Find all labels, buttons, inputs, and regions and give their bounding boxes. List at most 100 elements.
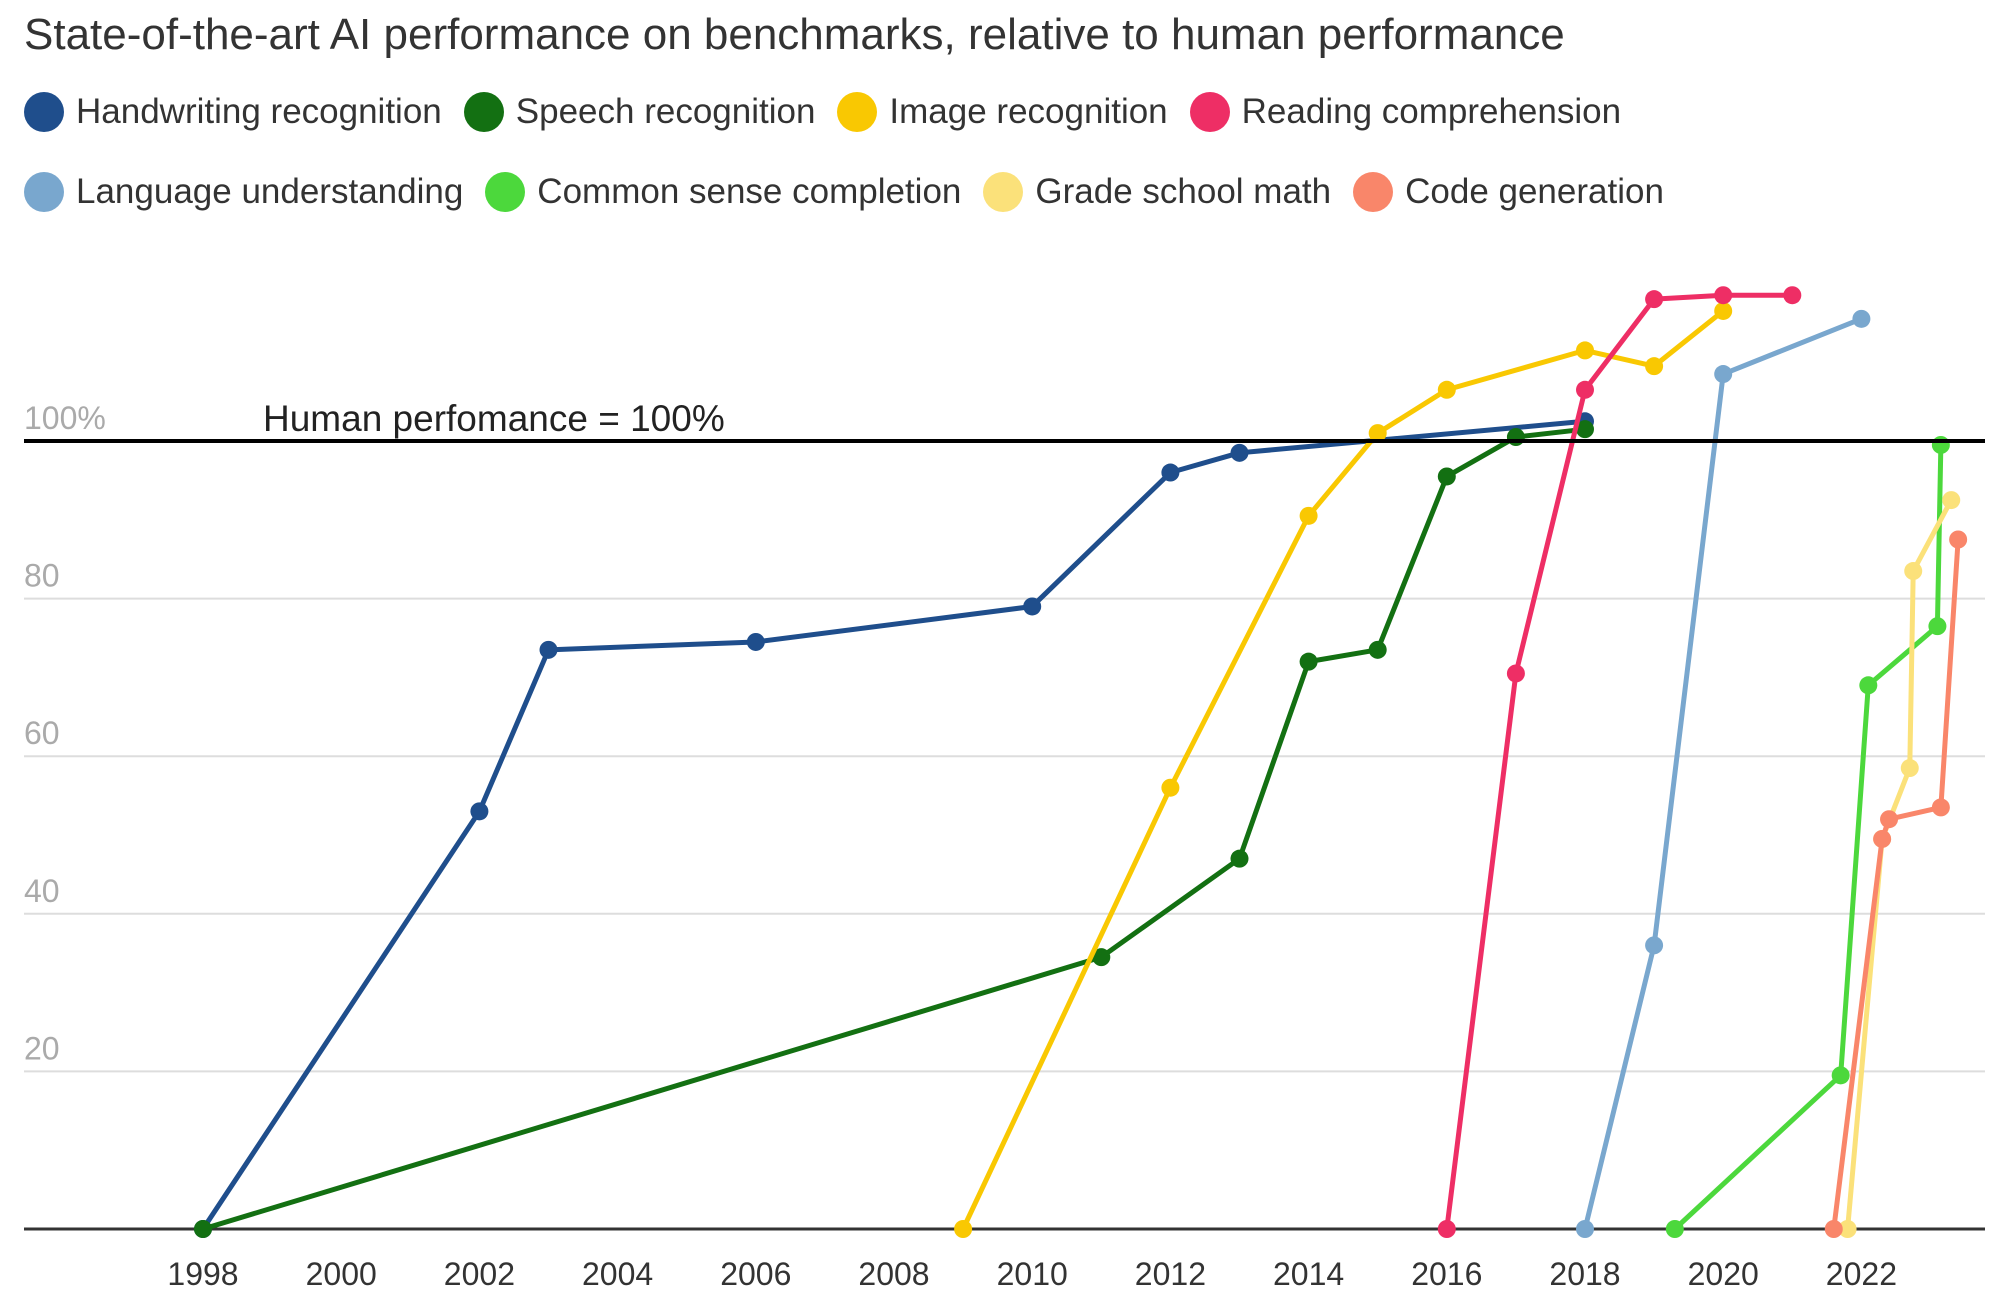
legend-swatch <box>24 172 64 212</box>
data-point <box>1368 424 1387 443</box>
data-point <box>1230 443 1249 462</box>
series-line <box>200 418 1588 1232</box>
legend-swatch <box>24 92 64 132</box>
series-language-understanding <box>1576 309 1871 1238</box>
data-point <box>1942 491 1961 510</box>
legend-item-reading-comprehension[interactable]: Reading comprehension <box>1189 92 1622 132</box>
legend-item-language-understanding[interactable]: Language understanding <box>24 172 463 212</box>
data-point <box>1645 290 1664 309</box>
data-point <box>1928 617 1947 636</box>
data-point <box>1900 759 1919 778</box>
legend-item-code-generation[interactable]: Code generation <box>1353 172 1664 212</box>
data-point <box>1949 530 1968 549</box>
series-line <box>1444 292 1795 1232</box>
x-tick-label: 2006 <box>720 1256 791 1292</box>
data-point <box>954 1220 973 1238</box>
legend-label: Speech recognition <box>515 92 816 131</box>
data-point <box>194 1220 212 1238</box>
data-point <box>1299 652 1318 671</box>
legend-label: Handwriting recognition <box>76 92 442 131</box>
series-image-recognition <box>954 301 1733 1238</box>
data-point <box>1161 778 1180 797</box>
legend-row-1: Handwriting recognition Speech recogniti… <box>24 92 1643 132</box>
data-point <box>1576 420 1594 439</box>
legend-swatch <box>1353 172 1394 212</box>
legend-label: Code generation <box>1405 172 1664 211</box>
series-code-generation <box>1824 530 1968 1238</box>
data-point <box>1023 597 1042 616</box>
y-tick-label: 60 <box>24 715 60 751</box>
data-point <box>1714 286 1733 305</box>
series-line <box>1672 442 1944 1232</box>
data-point <box>1852 309 1871 328</box>
x-tick-label: 2020 <box>1688 1256 1759 1292</box>
data-point <box>1299 506 1318 525</box>
data-point <box>1873 829 1892 848</box>
legend-item-speech-recognition[interactable]: Speech recognition <box>463 92 816 132</box>
legend-label: Language understanding <box>76 172 464 211</box>
x-tick-label: 2002 <box>444 1256 515 1292</box>
x-tick-label: 2000 <box>306 1256 377 1292</box>
series-speech-recognition <box>194 420 1594 1238</box>
data-point <box>1161 463 1180 482</box>
x-tick-label: 2012 <box>1135 1256 1206 1292</box>
legend-label: Image recognition <box>889 92 1168 131</box>
x-tick-label: 2008 <box>858 1256 929 1292</box>
data-point <box>470 802 489 821</box>
legend-swatch <box>463 92 504 132</box>
x-tick-label: 2016 <box>1411 1256 1482 1292</box>
data-point <box>1576 380 1594 399</box>
data-point <box>1931 435 1950 454</box>
data-point <box>1092 948 1111 967</box>
x-tick-label: 2022 <box>1826 1256 1897 1292</box>
data-point <box>1824 1220 1843 1238</box>
legend-label: Common sense completion <box>537 172 962 211</box>
data-point <box>1714 301 1733 320</box>
legend-row-2: Language understanding Common sense comp… <box>24 172 1686 212</box>
data-point <box>1904 562 1923 581</box>
series-reading-comprehension <box>1437 286 1802 1238</box>
x-tick-label: 2004 <box>582 1256 653 1292</box>
data-point <box>1880 810 1899 829</box>
human-performance-label: Human perfomance = 100% <box>263 398 725 439</box>
data-point <box>1838 1220 1857 1238</box>
data-point <box>1437 380 1456 399</box>
x-tick-label: 1998 <box>167 1256 238 1292</box>
y-tick-label: 40 <box>24 873 60 909</box>
data-point <box>539 640 558 659</box>
x-tick-label: 2010 <box>997 1256 1068 1292</box>
data-point <box>746 632 765 651</box>
data-point <box>1783 286 1802 305</box>
data-point <box>1506 664 1525 683</box>
legend-swatch <box>837 92 878 132</box>
series-line <box>1582 316 1864 1232</box>
legend-item-common-sense-completion[interactable]: Common sense completion <box>485 172 961 212</box>
legend-item-grade-school-math[interactable]: Grade school math <box>983 172 1331 212</box>
legend-label: Grade school math <box>1035 172 1332 211</box>
data-point <box>1368 640 1387 659</box>
data-point <box>1714 365 1733 384</box>
chart-title: State-of-the-art AI performance on bench… <box>24 10 1565 59</box>
legend-item-image-recognition[interactable]: Image recognition <box>837 92 1168 132</box>
data-point <box>1859 676 1878 695</box>
series-common-sense-completion <box>1665 435 1950 1238</box>
y-tick-label: 80 <box>24 558 60 594</box>
y-tick-label: 100% <box>24 400 106 436</box>
data-point <box>1665 1220 1684 1238</box>
data-point <box>1931 798 1950 817</box>
legend-swatch <box>983 172 1024 212</box>
data-point <box>1576 341 1594 360</box>
legend-swatch <box>485 172 526 212</box>
x-tick-label: 2014 <box>1273 1256 1344 1292</box>
data-point <box>1437 1220 1456 1238</box>
y-tick-label: 20 <box>24 1030 60 1066</box>
x-tick-label: 2018 <box>1549 1256 1620 1292</box>
data-point <box>1506 428 1525 447</box>
series-line <box>960 308 1726 1232</box>
series-line <box>200 426 1588 1232</box>
legend-item-handwriting-recognition[interactable]: Handwriting recognition <box>24 92 442 132</box>
legend-label: Reading comprehension <box>1241 92 1622 131</box>
series-handwriting-recognition <box>194 412 1594 1238</box>
data-point <box>1437 467 1456 486</box>
